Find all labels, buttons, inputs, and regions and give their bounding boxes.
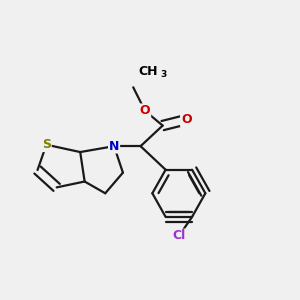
Text: N: N	[109, 140, 119, 153]
Text: O: O	[181, 113, 191, 126]
Text: Cl: Cl	[172, 230, 185, 242]
Text: S: S	[42, 138, 51, 151]
Text: O: O	[140, 104, 150, 117]
Text: CH: CH	[139, 64, 158, 78]
Text: 3: 3	[161, 70, 167, 79]
